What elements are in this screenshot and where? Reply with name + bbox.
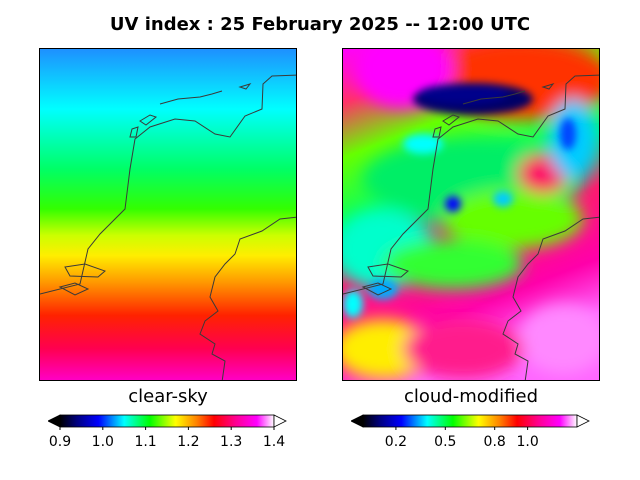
colorbar-tick-label: 0.8 bbox=[483, 434, 506, 450]
colorbar-tick-label: 1.0 bbox=[91, 434, 114, 450]
colorbar-tick-label: 1.3 bbox=[220, 434, 243, 450]
clear-sky-field bbox=[40, 49, 296, 380]
colorbar-tick-label: 1.0 bbox=[516, 434, 539, 450]
figure-title: UV index : 25 February 2025 -- 12:00 UTC bbox=[109, 14, 531, 35]
colorbar-tick-label: 1.1 bbox=[134, 434, 157, 450]
cloud-modified-label: cloud-modified bbox=[403, 386, 539, 407]
cloud-modified-colorbar bbox=[351, 414, 590, 430]
clear-sky-map bbox=[39, 48, 297, 381]
colorbar-tick-label: 1.4 bbox=[262, 434, 286, 450]
clear-sky-colorbar bbox=[48, 414, 287, 430]
colorbar-tick-label: 0.5 bbox=[434, 434, 457, 450]
coastline-left bbox=[40, 74, 296, 380]
cloud-modified-map bbox=[342, 48, 600, 381]
cloud-patches bbox=[343, 49, 599, 379]
coastline-right bbox=[343, 74, 599, 380]
colorbar-tick-label: 0.2 bbox=[384, 434, 408, 450]
colorbar-tick-label: 0.9 bbox=[48, 434, 72, 450]
colorbar-tick-label: 1.2 bbox=[177, 434, 200, 450]
clear-sky-label: clear-sky bbox=[128, 386, 208, 407]
